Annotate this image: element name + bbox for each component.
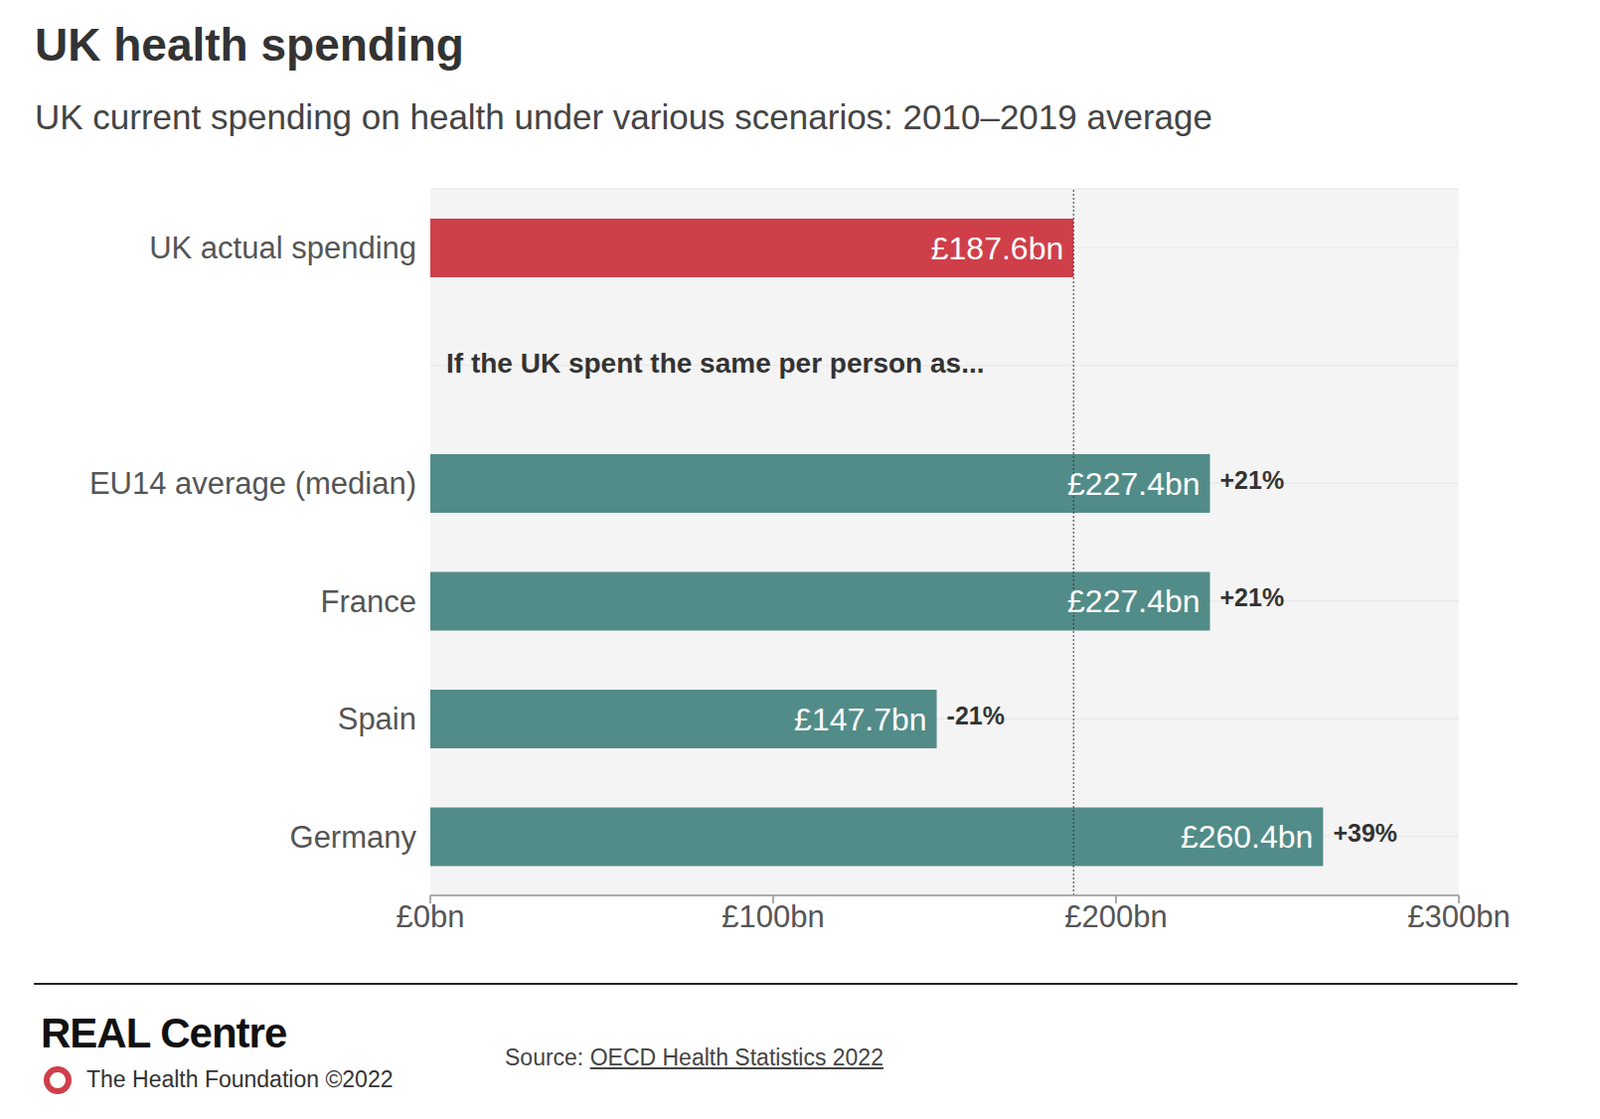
- svg-text:+39%: +39%: [1332, 818, 1398, 847]
- svg-text:+21%: +21%: [1220, 466, 1285, 494]
- svg-text:Germany: Germany: [290, 819, 418, 855]
- html-text:UK health spending: UK health spending: [34, 18, 464, 71]
- svg-text:£227.4bn: £227.4bn: [1067, 583, 1200, 620]
- svg-text:-21%: -21%: [947, 701, 1005, 730]
- svg-text:Spain: Spain: [337, 701, 417, 737]
- svg-text:£100bn: £100bn: [721, 899, 824, 935]
- svg-text:£260.4bn: £260.4bn: [1180, 818, 1313, 855]
- svg-text:UK actual spending: UK actual spending: [149, 230, 417, 266]
- html-text:UK current spending on health: UK current spending on health under vari…: [34, 97, 1213, 137]
- html-text:REAL Centre: REAL Centre: [40, 1009, 287, 1057]
- svg-text:France: France: [320, 584, 417, 620]
- svg-text:+21%: +21%: [1220, 583, 1285, 612]
- svg-text:£147.7bn: £147.7bn: [794, 701, 927, 738]
- html-text:If the UK spent the same per p: If the UK spent the same per person as..…: [446, 347, 985, 379]
- html-text:Source: OECD Health Statistics: Source: OECD Health Statistics 2022: [504, 1044, 884, 1071]
- svg-text:£200bn: £200bn: [1064, 899, 1167, 935]
- svg-text:£0bn: £0bn: [396, 899, 466, 935]
- svg-text:EU14 average (median): EU14 average (median): [89, 466, 417, 501]
- html-text:The Health Foundation ©2022: The Health Foundation ©2022: [86, 1066, 394, 1093]
- svg-text:£227.4bn: £227.4bn: [1067, 466, 1200, 502]
- svg-text:£187.6bn: £187.6bn: [931, 230, 1064, 267]
- svg-text:£300bn: £300bn: [1407, 899, 1510, 935]
